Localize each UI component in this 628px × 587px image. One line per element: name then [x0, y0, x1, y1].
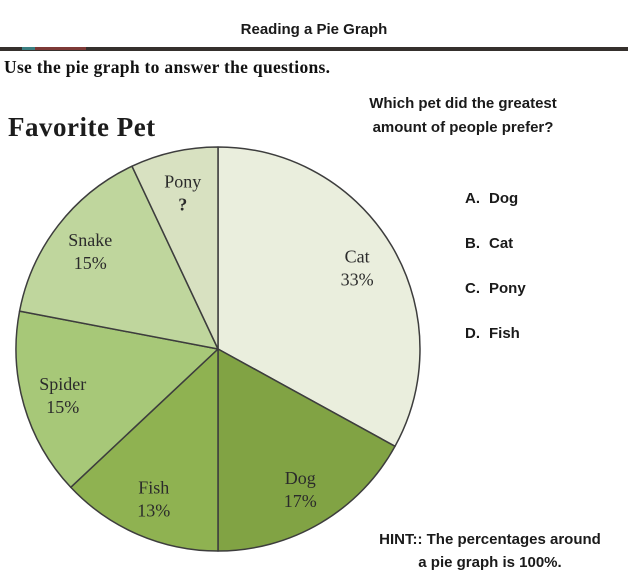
option-label: Dog — [489, 190, 519, 207]
hint-text: HINT:: The percentages around a pie grap… — [340, 528, 628, 574]
pie-chart: Cat 33% Dog 17% Fish 13% Spider 15% Snake 15% Pony… — [15, 146, 421, 552]
pie-slice-label: Pony — [164, 171, 201, 191]
header-divider — [0, 47, 628, 51]
question-text: Which pet did the greatest amount of peo… — [350, 92, 576, 140]
pie-slice-value: 17% — [284, 491, 317, 511]
pie-slice-value: 15% — [46, 397, 79, 417]
pie-slice-label: Spider — [39, 374, 86, 394]
pie-slice-value: 15% — [74, 253, 107, 273]
question-line-1: Which pet did the greatest — [369, 95, 557, 112]
pie-slice-value: 13% — [137, 500, 170, 520]
option-a-dog[interactable]: A. Dog — [465, 188, 526, 209]
pie-slice-label: Cat — [345, 247, 370, 267]
hint-line-1: HINT:: The percentages around — [379, 531, 601, 548]
pie-slice-value: 33% — [341, 270, 374, 290]
chart-title: Favorite Pet — [8, 112, 156, 142]
option-label: Cat — [489, 235, 514, 252]
pie-slice-spider — [15, 310, 219, 489]
option-letter: B. — [465, 235, 480, 252]
pie-slice-cat — [217, 146, 421, 448]
option-d-fish[interactable]: D. Fish — [465, 323, 526, 344]
pie-slice-label: Snake — [68, 230, 112, 250]
pie-slice-snake — [18, 165, 219, 350]
pie-slice-label: Fish — [138, 477, 169, 497]
page-title: Reading a Pie Graph — [240, 21, 388, 38]
option-letter: A. — [465, 190, 480, 207]
red-mark — [35, 47, 86, 50]
teal-mark — [22, 47, 35, 50]
option-c-pony[interactable]: C. Pony — [465, 278, 526, 299]
option-b-cat[interactable]: B. Cat — [465, 233, 526, 254]
instruction-text: Use the pie graph to answer the question… — [4, 57, 331, 77]
option-label: Pony — [489, 280, 526, 297]
pie-slice-value: ? — [178, 194, 187, 214]
answer-options: A. Dog B. Cat C. Pony D. Fish — [465, 188, 526, 344]
hint-line-2: a pie graph is 100%. — [418, 554, 562, 571]
pie-slice-fish — [70, 348, 219, 552]
question-line-2: amount of people prefer? — [372, 119, 554, 136]
option-letter: C. — [465, 280, 480, 297]
pie-slice-label: Dog — [285, 468, 316, 488]
pie-slice-dog — [217, 348, 396, 552]
pie-slice-pony — [131, 146, 219, 350]
option-letter: D. — [465, 325, 480, 342]
option-label: Fish — [489, 325, 520, 342]
